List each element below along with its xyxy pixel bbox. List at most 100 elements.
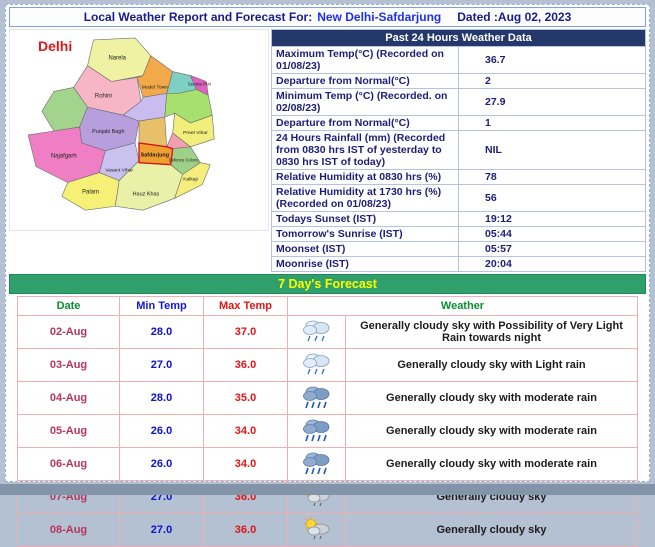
forecast-date: 04-Aug bbox=[17, 381, 120, 415]
table-row: Moonrise (IST) 20:04 bbox=[271, 256, 646, 272]
column-header-date: Date bbox=[17, 296, 120, 316]
table-row: Departure from Normal(°C) 1 bbox=[271, 115, 646, 131]
table-row: 24 Hours Rainfall (mm) (Recorded from 08… bbox=[271, 130, 646, 170]
map-label: Palam bbox=[82, 189, 99, 195]
cloud-light-rain-icon bbox=[302, 353, 329, 375]
forecast-date: 08-Aug bbox=[17, 513, 120, 547]
cloud-light-rain-icon bbox=[302, 320, 329, 342]
map-label: Seema Puri bbox=[188, 81, 211, 86]
cloud-moderate-rain-icon bbox=[302, 452, 329, 475]
stat-value: NIL bbox=[458, 130, 646, 170]
report-date: Dated :Aug 02, 2023 bbox=[457, 10, 572, 24]
forecast-description: Generally cloudy sky bbox=[345, 513, 638, 547]
table-row: Relative Humidity at 0830 hrs (%) 78 bbox=[271, 169, 646, 185]
forecast-description: Generally cloudy sky with Possibility of… bbox=[345, 315, 638, 349]
forecast-max-temp: 34.0 bbox=[203, 447, 288, 481]
forecast-row: 02-Aug 28.0 37.0 Generally cloudy sky wi… bbox=[17, 315, 638, 349]
map-label-safdarjung: Safdarjung bbox=[141, 153, 169, 159]
forecast-date: 02-Aug bbox=[17, 315, 120, 349]
stat-value: 36.7 bbox=[458, 46, 646, 74]
map-label: Vasant Vihar bbox=[105, 168, 133, 174]
stat-label: 24 Hours Rainfall (mm) (Recorded from 08… bbox=[271, 130, 459, 170]
forecast-max-temp: 34.0 bbox=[203, 414, 288, 448]
forecast-row: 04-Aug 28.0 35.0 Generally cloudy sky wi… bbox=[17, 381, 638, 415]
cloud-moderate-rain-icon bbox=[302, 419, 329, 442]
forecast-row: 05-Aug 26.0 34.0 Generally cloudy sky wi… bbox=[17, 414, 638, 448]
cloud-moderate-rain-icon bbox=[302, 386, 329, 409]
stat-value: 78 bbox=[458, 169, 646, 185]
past-24-hours-table: Past 24 Hours Weather Data Maximum Temp(… bbox=[271, 29, 646, 272]
weather-icon-cell bbox=[287, 414, 346, 448]
forecast-row: 03-Aug 27.0 36.0 Generally cloudy sky wi… bbox=[17, 348, 638, 382]
stat-value: 19:12 bbox=[458, 211, 646, 227]
stat-value: 05:57 bbox=[458, 241, 646, 257]
column-header-max: Max Temp bbox=[203, 296, 288, 316]
table-row: Tomorrow's Sunrise (IST) 05:44 bbox=[271, 226, 646, 242]
table-row: Departure from Normal(°C) 2 bbox=[271, 73, 646, 89]
stat-value: 05:44 bbox=[458, 226, 646, 242]
forecast-description: Generally cloudy sky with moderate rain bbox=[345, 381, 638, 415]
forecast-description: Generally cloudy sky with moderate rain bbox=[345, 447, 638, 481]
forecast-min-temp: 26.0 bbox=[119, 447, 204, 481]
forecast-min-temp: 27.0 bbox=[119, 513, 204, 547]
weather-icon-cell bbox=[287, 381, 346, 415]
past-24-hours-header: Past 24 Hours Weather Data bbox=[271, 29, 646, 47]
forecast-max-temp: 37.0 bbox=[203, 315, 288, 349]
stat-value: 1 bbox=[458, 115, 646, 131]
stat-label: Minimum Temp (°C) (Recorded. on 02/08/23… bbox=[271, 88, 459, 116]
map-label: Narela bbox=[108, 56, 126, 62]
delhi-map-graphic: Narela Rohini Model Town Seema Puri Punj… bbox=[27, 37, 215, 211]
forecast-max-temp: 35.0 bbox=[203, 381, 288, 415]
past-24-hours-panel: Past 24 Hours Weather Data Maximum Temp(… bbox=[271, 29, 646, 272]
forecast-row: 08-Aug 27.0 36.0 Generally cloudy sky bbox=[17, 513, 638, 547]
forecast-min-temp: 28.0 bbox=[119, 315, 204, 349]
table-row: Todays Sunset (IST) 19:12 bbox=[271, 211, 646, 227]
forecast-date: 06-Aug bbox=[17, 447, 120, 481]
stat-label: Maximum Temp(°C) (Recorded on 01/08/23) bbox=[271, 46, 459, 74]
sun-behind-cloud-icon bbox=[303, 516, 329, 540]
table-row: Minimum Temp (°C) (Recorded. on 02/08/23… bbox=[271, 88, 646, 116]
stat-label: Relative Humidity at 1730 hrs (%) (Recor… bbox=[271, 184, 459, 212]
forecast-row: 06-Aug 26.0 34.0 Generally cloudy sky wi… bbox=[17, 447, 638, 481]
forecast-date: 05-Aug bbox=[17, 414, 120, 448]
table-row: Relative Humidity at 1730 hrs (%) (Recor… bbox=[271, 184, 646, 212]
weather-icon-cell bbox=[287, 348, 346, 382]
stat-label: Relative Humidity at 0830 hrs (%) bbox=[271, 169, 459, 185]
column-header-min: Min Temp bbox=[119, 296, 204, 316]
forecast-description: Generally cloudy sky with Light rain bbox=[345, 348, 638, 382]
forecast-table: Date Min Temp Max Temp Weather 02-Aug 28… bbox=[17, 296, 638, 547]
forecast-min-temp: 27.0 bbox=[119, 348, 204, 382]
forecast-header-band: 7 Day's Forecast bbox=[9, 274, 646, 294]
map-label: Rohini bbox=[95, 93, 112, 99]
stat-value: 27.9 bbox=[458, 88, 646, 116]
map-label: Hauz Khas bbox=[133, 191, 160, 197]
delhi-district-map: Delhi bbox=[9, 29, 269, 231]
forecast-max-temp: 36.0 bbox=[203, 348, 288, 382]
weather-icon-cell bbox=[287, 315, 346, 349]
forecast-min-temp: 28.0 bbox=[119, 381, 204, 415]
forecast-min-temp: 26.0 bbox=[119, 414, 204, 448]
forecast-date: 03-Aug bbox=[17, 348, 120, 382]
forecast-header-row: Date Min Temp Max Temp Weather bbox=[17, 296, 638, 316]
stat-label: Moonset (IST) bbox=[271, 241, 459, 257]
column-header-weather: Weather bbox=[287, 296, 638, 316]
weather-icon-cell bbox=[287, 513, 346, 547]
stat-label: Departure from Normal(°C) bbox=[271, 73, 459, 89]
map-label: Kalkaji bbox=[183, 177, 198, 183]
map-title: Delhi bbox=[38, 38, 73, 54]
stat-value: 20:04 bbox=[458, 256, 646, 272]
stat-label: Todays Sunset (IST) bbox=[271, 211, 459, 227]
stat-value: 2 bbox=[458, 73, 646, 89]
weather-report-page: Local Weather Report and Forecast For: N… bbox=[5, 4, 650, 547]
stat-label: Moonrise (IST) bbox=[271, 256, 459, 272]
map-label: Najafgarh bbox=[51, 154, 77, 160]
map-label: Model Town bbox=[142, 84, 169, 90]
window-bottom-strip bbox=[0, 484, 655, 495]
forecast-max-temp: 36.0 bbox=[203, 513, 288, 547]
map-label: Preet Vihar bbox=[183, 130, 208, 136]
report-header: Local Weather Report and Forecast For: N… bbox=[9, 7, 646, 27]
table-row: Maximum Temp(°C) (Recorded on 01/08/23) 3… bbox=[271, 46, 646, 74]
map-label: Defence Colony bbox=[169, 158, 199, 163]
weather-icon-cell bbox=[287, 447, 346, 481]
report-location: New Delhi-Safdarjung bbox=[317, 10, 442, 24]
